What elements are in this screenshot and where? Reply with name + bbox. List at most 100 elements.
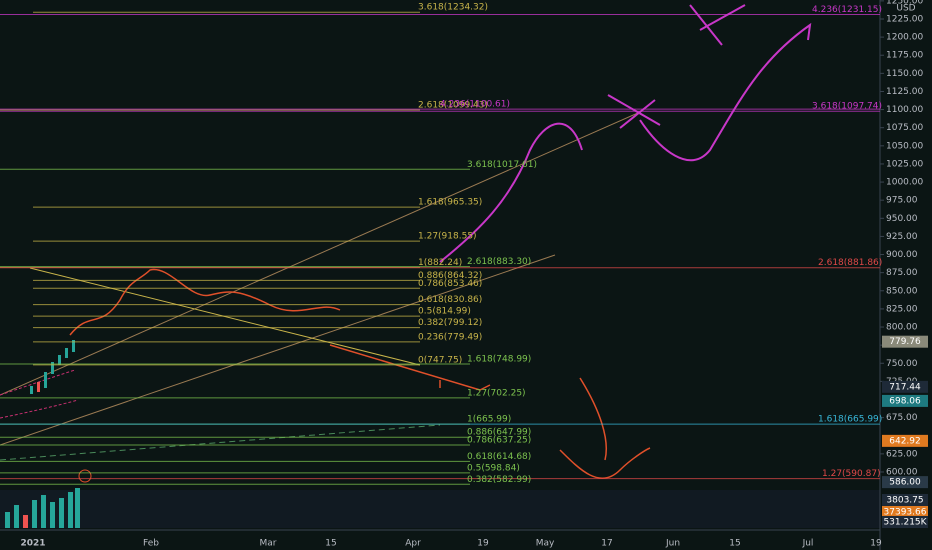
x-tick-label: Mar bbox=[260, 539, 277, 549]
fib-label: 1(665.99) bbox=[467, 415, 511, 425]
y-tick-label: 1025.00 bbox=[886, 159, 923, 169]
cross bbox=[607, 4, 746, 129]
y-tick-label: 1175.00 bbox=[886, 51, 923, 61]
volume-pane bbox=[0, 490, 880, 528]
y-tick-label: 875.00 bbox=[886, 268, 918, 278]
price-tag-label: 717.44 bbox=[889, 382, 921, 392]
fib-label: 0.618(830.86) bbox=[418, 295, 482, 305]
fib-label: 0.886(647.99) bbox=[467, 428, 531, 438]
price-tag bbox=[882, 335, 928, 348]
y-tick-label: 1200.00 bbox=[886, 33, 923, 43]
price-tag-label: 698.06 bbox=[889, 396, 921, 406]
fib-label: 0.618(614.68) bbox=[467, 452, 531, 462]
fib-label: 0.5(814.99) bbox=[418, 307, 471, 317]
y-tick-label: 900.00 bbox=[886, 250, 918, 260]
y-tick-label: 1100.00 bbox=[886, 105, 923, 115]
volume-tag bbox=[882, 516, 928, 528]
volume-bar bbox=[68, 492, 73, 528]
drawing bbox=[559, 377, 651, 480]
fib-label: 4.236(1100.61) bbox=[440, 100, 510, 110]
y-tick-label: 1050.00 bbox=[886, 141, 923, 151]
y-tick-label: 800.00 bbox=[886, 323, 918, 333]
x-tick-label: 19 bbox=[477, 539, 489, 549]
volume-tag bbox=[882, 506, 928, 518]
price-tag-label: 586.00 bbox=[889, 478, 921, 488]
volume-bar bbox=[23, 515, 28, 528]
y-tick-label: 975.00 bbox=[886, 196, 918, 206]
trend-line bbox=[0, 111, 641, 396]
candles bbox=[30, 340, 75, 394]
volume-bar bbox=[32, 500, 37, 528]
fib-label: 2.618(1099.43) bbox=[418, 100, 488, 110]
currency: USD bbox=[896, 4, 915, 14]
x-tick-label: May bbox=[536, 539, 555, 549]
price-tag-label: 779.76 bbox=[889, 337, 921, 347]
y-tick-label: 675.00 bbox=[886, 413, 918, 423]
fib-label: 2.618(881.86) bbox=[818, 258, 882, 268]
volume-bar bbox=[75, 488, 80, 528]
volume-tag-label: 531.215K bbox=[883, 518, 927, 528]
fib-label: 1.27(590.87) bbox=[822, 469, 881, 479]
y-tick-label: 1150.00 bbox=[886, 69, 923, 79]
y-tick-label: 950.00 bbox=[886, 214, 918, 224]
fib-label: 0.886(864.32) bbox=[418, 271, 482, 281]
fib-label: 1.618(748.99) bbox=[467, 354, 531, 364]
fib-label: 0.382(799.12) bbox=[418, 318, 482, 328]
volume-bar bbox=[41, 495, 46, 528]
x-tick-label: Jun bbox=[665, 539, 680, 549]
candle bbox=[65, 348, 68, 358]
fib-label: 3.618(1017.61) bbox=[467, 160, 537, 170]
fib-label: 1.618(665.99) bbox=[818, 415, 882, 425]
fib-label: 0.382(582.99) bbox=[467, 475, 531, 485]
x-tick-label: Apr bbox=[405, 539, 421, 549]
volume-tag bbox=[882, 494, 928, 506]
volume-bars bbox=[5, 488, 80, 528]
fib-label: 0.5(598.84) bbox=[467, 463, 520, 473]
fib-label: 0.786(637.25) bbox=[467, 435, 531, 445]
y-tick-label: 1125.00 bbox=[886, 87, 923, 97]
volume-bar bbox=[59, 498, 64, 528]
fib-label: 3.618(1097.74) bbox=[812, 102, 882, 112]
fib-label: 4.236(1231.15) bbox=[812, 5, 882, 15]
drawing bbox=[439, 122, 583, 263]
trend-line bbox=[0, 424, 441, 461]
moving-average bbox=[0, 369, 79, 419]
y-tick-label: 750.00 bbox=[886, 359, 918, 369]
x-tick-label: 2021 bbox=[20, 539, 45, 549]
x-tick-label: 19 bbox=[870, 539, 882, 549]
x-tick-label: Jul bbox=[802, 539, 814, 549]
volume-tag-label: 3803.75 bbox=[886, 496, 923, 506]
price-tag bbox=[882, 380, 928, 393]
y-tick-label: 925.00 bbox=[886, 232, 918, 242]
price-tag bbox=[882, 394, 928, 407]
volume-tag-label: 37393.66 bbox=[884, 508, 927, 518]
fib-label: 2.618(883.30) bbox=[467, 257, 531, 267]
volume-bar bbox=[50, 502, 55, 528]
volume-bar bbox=[14, 505, 19, 528]
x-tick-label: 17 bbox=[601, 539, 612, 549]
drawing bbox=[639, 22, 812, 162]
drawing bbox=[69, 268, 341, 336]
fib-label: 0.786(853.46) bbox=[418, 279, 482, 289]
candle bbox=[72, 340, 75, 352]
fib-label: 0(747.75) bbox=[418, 355, 462, 365]
drawings bbox=[0, 4, 812, 483]
candle bbox=[37, 382, 40, 392]
trend-line bbox=[0, 254, 556, 446]
y-tick-label: 825.00 bbox=[886, 304, 918, 314]
candle bbox=[30, 386, 33, 394]
y-tick-label: 1075.00 bbox=[886, 123, 923, 133]
y-tick-label: 1250.00 bbox=[886, 0, 923, 6]
candle bbox=[44, 372, 47, 388]
y-tick-label: 1000.00 bbox=[886, 178, 923, 188]
x-tick-label: 15 bbox=[729, 539, 740, 549]
arrow bbox=[329, 344, 491, 391]
fib-label: 1.27(918.55) bbox=[418, 232, 477, 242]
fib-label: 1.618(965.35) bbox=[418, 198, 482, 208]
fib-label: 0.236(779.49) bbox=[418, 332, 482, 342]
price-tag-label: 642.92 bbox=[889, 436, 921, 446]
fib-label: 1.27(702.25) bbox=[467, 388, 526, 398]
event-marker bbox=[78, 469, 92, 483]
y-tick-label: 600.00 bbox=[886, 467, 918, 477]
